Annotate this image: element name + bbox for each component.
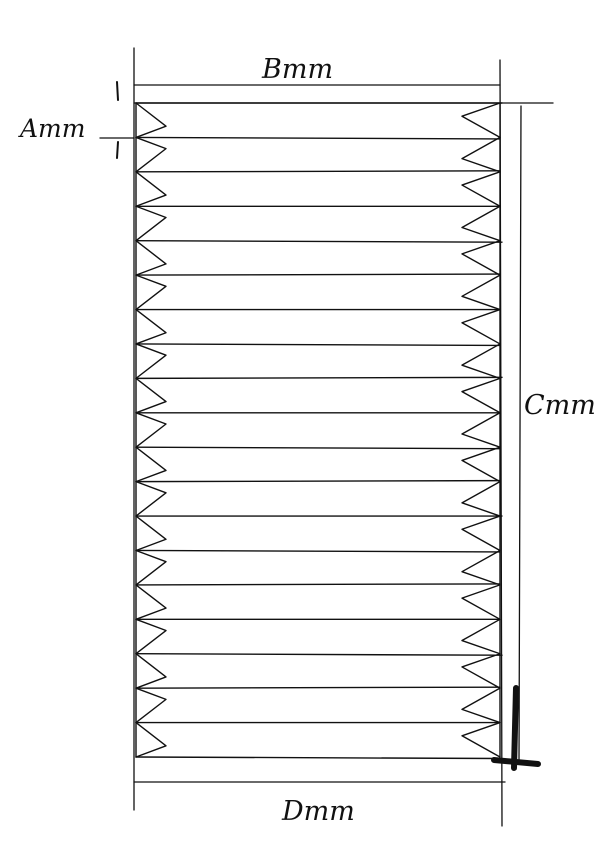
left-crease [135, 205, 167, 242]
right-crease [461, 343, 501, 380]
fold-line [135, 686, 501, 689]
label-b: Bmm [261, 54, 333, 85]
right-crease [461, 171, 501, 207]
label-c: Cmm [524, 390, 596, 421]
fold-line [135, 583, 501, 586]
c-end-mark [491, 685, 541, 771]
right-crease [461, 136, 501, 173]
dimension-lines [99, 47, 554, 827]
right-crease [461, 549, 501, 586]
fold-line [135, 170, 501, 173]
right-crease [461, 308, 501, 345]
left-crease [135, 653, 167, 689]
fold-line [135, 653, 503, 656]
fold-line [135, 446, 501, 450]
height-c-dimension-line [518, 105, 522, 763]
left-crease [135, 584, 167, 621]
right-crease [461, 412, 501, 448]
left-crease [135, 171, 167, 207]
left-crease [135, 618, 167, 655]
fold-line [135, 479, 501, 483]
left-crease [135, 136, 167, 173]
right-crease [461, 721, 501, 758]
pitch-a-tick-top [116, 81, 119, 101]
left-crease [135, 412, 167, 448]
left-crease [135, 102, 167, 139]
left-crease [135, 549, 167, 586]
right-crease [461, 205, 501, 242]
right-crease [461, 584, 501, 621]
right-crease [461, 653, 501, 689]
left-crease [135, 515, 167, 552]
right-crease [461, 687, 501, 724]
right-crease [461, 377, 501, 414]
right-crease [461, 515, 501, 552]
fold-line [135, 549, 501, 553]
fold-line [135, 343, 501, 347]
right-crease [461, 618, 501, 655]
label-d: Dmm [281, 796, 355, 827]
left-crease [135, 721, 167, 758]
right-crease [461, 446, 501, 483]
left-crease [135, 239, 167, 276]
left-crease [135, 480, 167, 517]
label-a: Amm [18, 114, 85, 143]
pitch-a-tick-bottom [116, 141, 119, 159]
left-crease [135, 274, 167, 311]
left-crease [135, 377, 167, 414]
right-crease [461, 274, 501, 311]
right-crease [461, 102, 501, 139]
left-crease [135, 343, 167, 380]
fold-line [135, 239, 503, 243]
left-crease [135, 687, 167, 724]
fold-line [135, 273, 501, 276]
fold-line [135, 136, 501, 140]
fold-line [135, 376, 503, 380]
left-crease [135, 446, 167, 483]
right-crease [461, 239, 501, 276]
right-crease [461, 480, 501, 517]
fold-line [135, 756, 501, 760]
left-crease [135, 308, 167, 345]
bellows-body [135, 102, 503, 760]
